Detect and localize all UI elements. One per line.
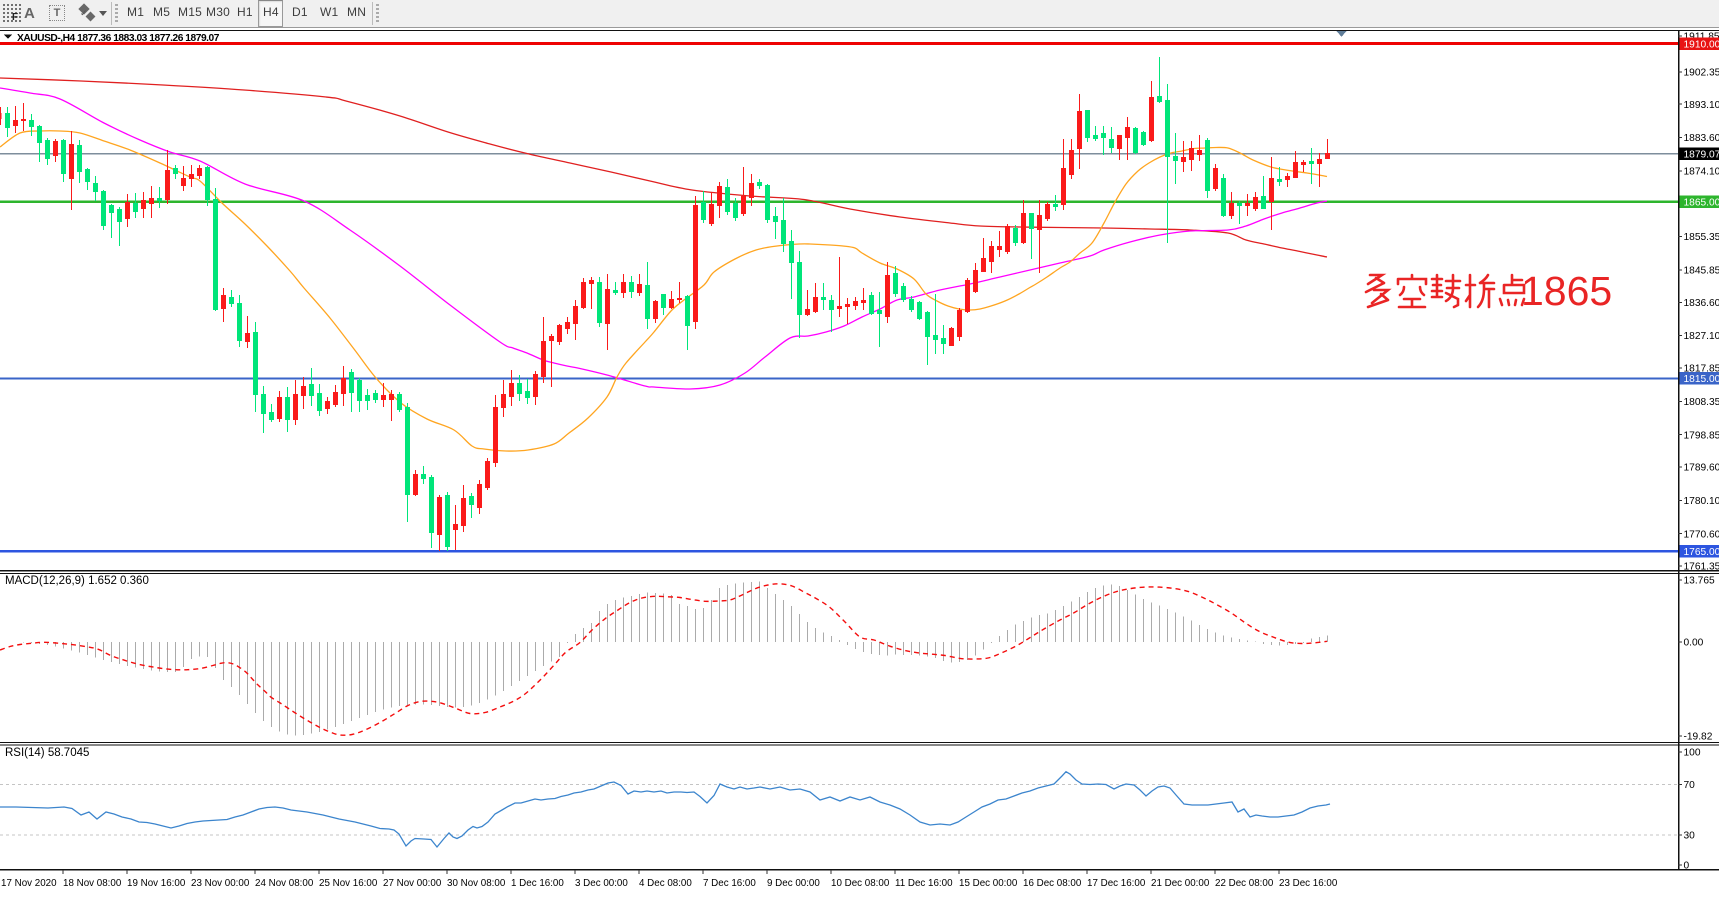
svg-text:XAUUSD-,H4 1877.36 1883.03 18: XAUUSD-,H4 1877.36 1883.03 1877.26 1879.… xyxy=(17,33,220,44)
svg-text:16 Dec 08:00: 16 Dec 08:00 xyxy=(1023,878,1082,889)
svg-text:25 Nov 16:00: 25 Nov 16:00 xyxy=(319,878,378,889)
svg-text:70: 70 xyxy=(1684,780,1696,791)
svg-text:21 Dec 00:00: 21 Dec 00:00 xyxy=(1151,878,1210,889)
svg-text:100: 100 xyxy=(1684,748,1701,759)
svg-text:RSI(14) 58.7045: RSI(14) 58.7045 xyxy=(5,747,89,759)
svg-text:11 Dec 16:00: 11 Dec 16:00 xyxy=(895,878,953,889)
svg-text:1879.07: 1879.07 xyxy=(1684,150,1719,161)
svg-text:3 Dec 00:00: 3 Dec 00:00 xyxy=(575,878,628,889)
svg-text:1765.00: 1765.00 xyxy=(1684,547,1719,558)
svg-text:17 Nov 2020: 17 Nov 2020 xyxy=(1,878,57,889)
svg-text:4 Dec 08:00: 4 Dec 08:00 xyxy=(639,878,692,889)
svg-text:9 Dec 00:00: 9 Dec 00:00 xyxy=(767,878,820,889)
svg-text:1865.00: 1865.00 xyxy=(1684,197,1719,208)
svg-text:1780.10: 1780.10 xyxy=(1684,496,1719,507)
svg-text:22 Dec 08:00: 22 Dec 08:00 xyxy=(1215,878,1274,889)
svg-text:1855.35: 1855.35 xyxy=(1684,232,1719,243)
svg-text:18 Nov 08:00: 18 Nov 08:00 xyxy=(63,878,122,889)
svg-text:1789.60: 1789.60 xyxy=(1684,463,1719,474)
svg-text:1883.60: 1883.60 xyxy=(1684,133,1719,144)
svg-text:1836.60: 1836.60 xyxy=(1684,298,1719,309)
svg-text:23 Dec 16:00: 23 Dec 16:00 xyxy=(1279,878,1338,889)
svg-text:27 Nov 00:00: 27 Nov 00:00 xyxy=(383,878,442,889)
svg-text:1761.35: 1761.35 xyxy=(1684,562,1719,573)
svg-text:24 Nov 08:00: 24 Nov 08:00 xyxy=(255,878,314,889)
svg-text:1910.00: 1910.00 xyxy=(1684,39,1719,50)
svg-text:1798.85: 1798.85 xyxy=(1684,430,1719,441)
svg-text:0.00: 0.00 xyxy=(1684,638,1704,649)
svg-text:19 Nov 16:00: 19 Nov 16:00 xyxy=(127,878,186,889)
svg-text:MACD(12,26,9) 1.652 0.360: MACD(12,26,9) 1.652 0.360 xyxy=(5,575,149,587)
svg-text:30 Nov 08:00: 30 Nov 08:00 xyxy=(447,878,506,889)
svg-text:0: 0 xyxy=(1684,861,1690,872)
svg-text:1845.85: 1845.85 xyxy=(1684,266,1719,277)
svg-text:1865: 1865 xyxy=(1521,268,1612,314)
svg-text:30: 30 xyxy=(1684,831,1696,842)
svg-text:1902.35: 1902.35 xyxy=(1684,67,1719,78)
svg-text:13.765: 13.765 xyxy=(1684,576,1715,587)
svg-text:1874.10: 1874.10 xyxy=(1684,166,1719,177)
svg-text:17 Dec 16:00: 17 Dec 16:00 xyxy=(1087,878,1146,889)
svg-text:-19.82: -19.82 xyxy=(1684,732,1713,743)
svg-text:1893.10: 1893.10 xyxy=(1684,100,1719,111)
svg-text:1808.35: 1808.35 xyxy=(1684,397,1719,408)
svg-text:1815.00: 1815.00 xyxy=(1684,374,1719,385)
svg-text:23 Nov 00:00: 23 Nov 00:00 xyxy=(191,878,250,889)
svg-text:10 Dec 08:00: 10 Dec 08:00 xyxy=(831,878,890,889)
svg-text:1827.10: 1827.10 xyxy=(1684,331,1719,342)
svg-text:1 Dec 16:00: 1 Dec 16:00 xyxy=(511,878,564,889)
svg-text:1770.60: 1770.60 xyxy=(1684,529,1719,540)
svg-text:7 Dec 16:00: 7 Dec 16:00 xyxy=(703,878,756,889)
svg-text:15 Dec 00:00: 15 Dec 00:00 xyxy=(959,878,1018,889)
